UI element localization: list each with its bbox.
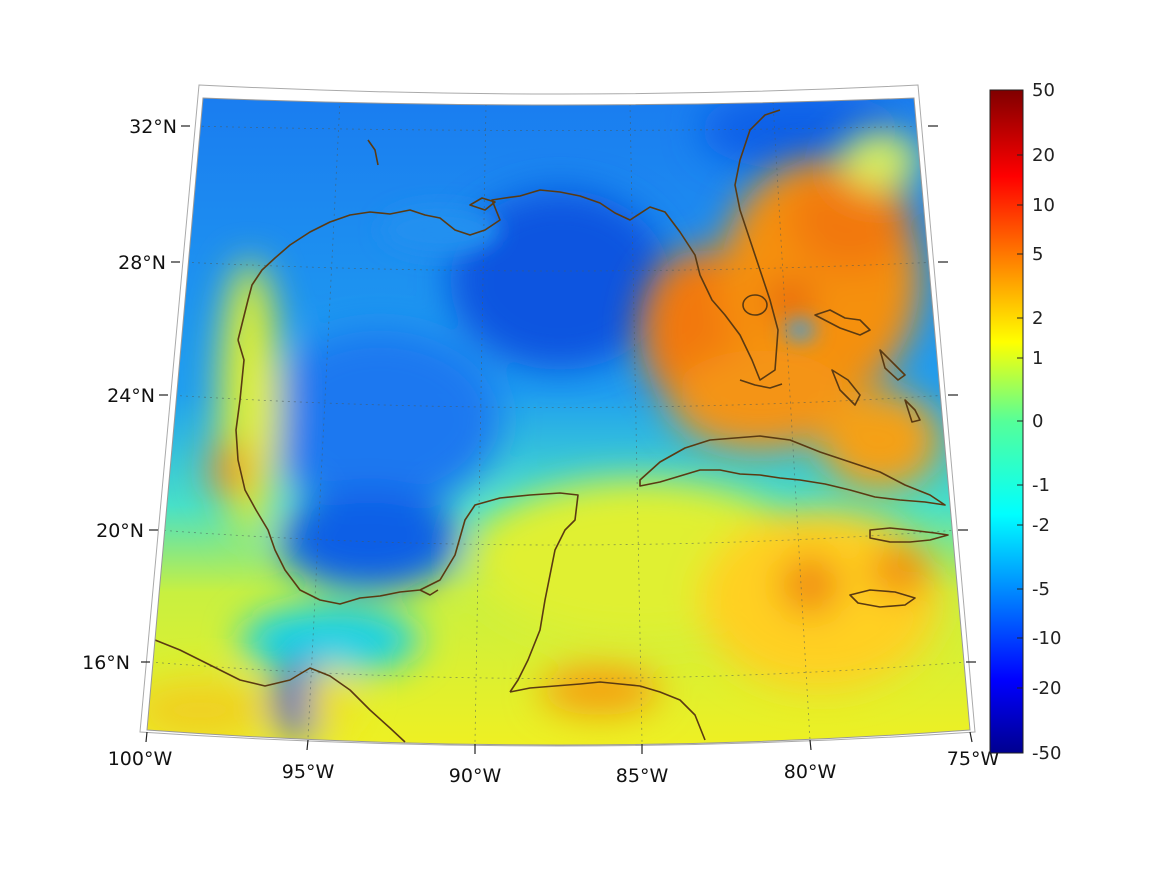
colorbar-label: -50 (1032, 743, 1061, 764)
colorbar-label: 10 (1032, 195, 1055, 216)
lat-label-20: 20°N (96, 520, 144, 542)
lon-label-75: 75°W (947, 748, 1000, 770)
lon-label-100: 100°W (108, 748, 173, 770)
colorbar: 50 20 10 5 2 1 0 -1 -2 -5 -10 -20 -50 (989, 80, 1061, 764)
lon-label-90: 90°W (449, 765, 502, 787)
colorbar-label: 1 (1032, 348, 1043, 369)
colorbar-label: 20 (1032, 145, 1055, 166)
colorbar-label: -5 (1032, 579, 1050, 600)
longitude-labels: 100°W 95°W 90°W 85°W 80°W 75°W (108, 748, 1000, 787)
map-field (147, 98, 970, 745)
lat-label-28: 28°N (118, 252, 166, 274)
colorbar-label: 0 (1032, 411, 1043, 432)
lon-label-85: 85°W (616, 765, 669, 787)
coastlines (154, 109, 949, 743)
lon-label-80: 80°W (784, 761, 837, 783)
colorbar-label: 50 (1032, 80, 1055, 101)
graticule (149, 99, 967, 743)
colorbar-label: -10 (1032, 628, 1061, 649)
colorbar-label: 2 (1032, 308, 1043, 329)
colorbar-label: -2 (1032, 515, 1050, 536)
colorbar-label: 5 (1032, 244, 1043, 265)
lon-label-95: 95°W (282, 761, 335, 783)
lat-label-24: 24°N (107, 385, 155, 407)
lat-label-16: 16°N (82, 652, 130, 674)
colorbar-label: -20 (1032, 678, 1061, 699)
colorbar-label: -1 (1032, 475, 1050, 496)
map-frame (139, 84, 976, 747)
lat-label-32: 32°N (129, 116, 177, 138)
latitude-labels: 32°N 28°N 24°N 20°N 16°N (82, 116, 177, 674)
